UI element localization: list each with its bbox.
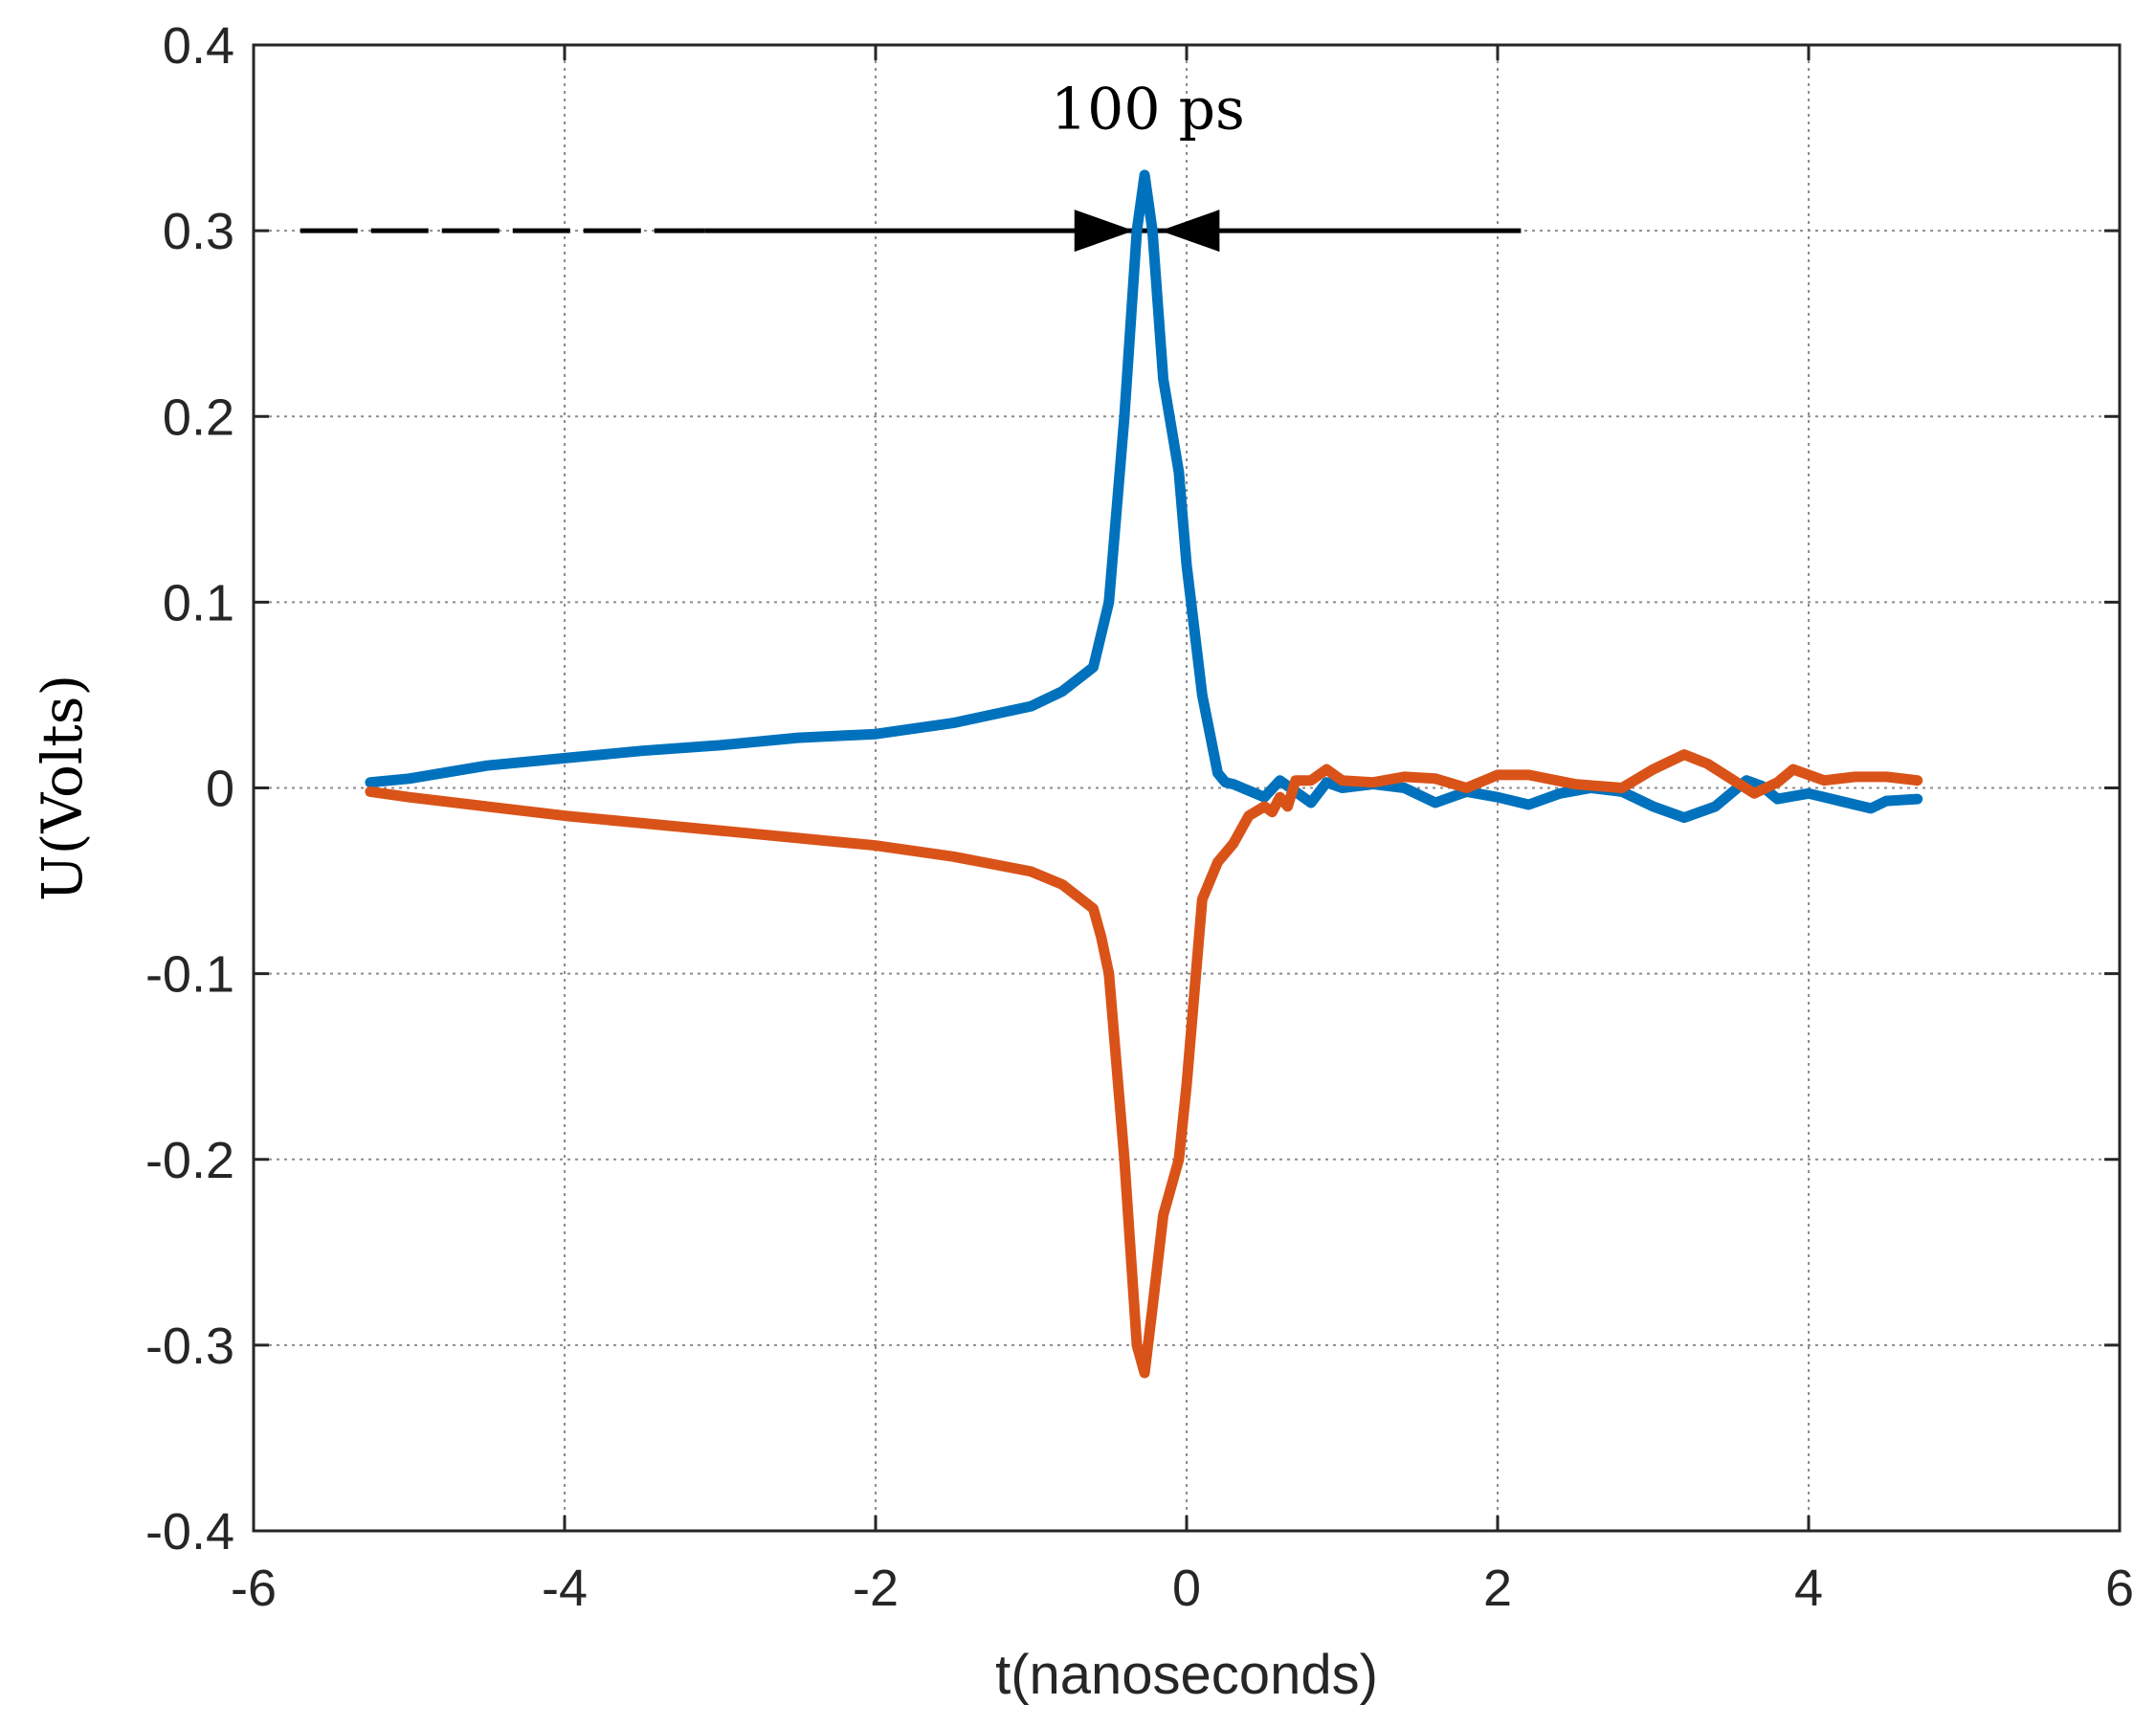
reference-layer bbox=[300, 210, 1522, 253]
y-tick-label: 0.4 bbox=[163, 17, 234, 75]
series-layer bbox=[365, 169, 1923, 1379]
annotation-label: 100 ps bbox=[1051, 76, 1245, 143]
y-tick-label: -0.2 bbox=[145, 1132, 234, 1189]
arrowhead-left bbox=[1160, 210, 1220, 253]
y-tick-label: 0.2 bbox=[163, 388, 234, 446]
y-axis-title: U(Volts) bbox=[30, 675, 95, 901]
y-tick-label: 0 bbox=[206, 761, 234, 818]
tick-layer bbox=[252, 43, 2122, 1533]
x-tick-label: -2 bbox=[853, 1560, 899, 1617]
x-tick-label: -4 bbox=[542, 1560, 588, 1617]
grid-layer bbox=[254, 45, 2120, 1531]
x-axis-title: t(nanoseconds) bbox=[995, 1644, 1378, 1706]
x-tick-label: 2 bbox=[1483, 1560, 1512, 1617]
y-tick-label: -0.3 bbox=[145, 1317, 234, 1375]
y-tick-label: 0.3 bbox=[163, 203, 234, 260]
series-line-2 bbox=[365, 749, 1923, 1379]
x-tick-labels: -6 -4 -2 0 2 4 6 bbox=[231, 1560, 2134, 1617]
x-tick-label: -6 bbox=[231, 1560, 277, 1617]
arrowhead-right bbox=[1074, 210, 1134, 253]
x-tick-label: 4 bbox=[1794, 1560, 1823, 1617]
y-tick-label: 0.1 bbox=[163, 574, 234, 631]
y-tick-label: -0.1 bbox=[145, 946, 234, 1004]
annotation-layer: 100 ps bbox=[1051, 76, 1245, 143]
x-tick-label: 0 bbox=[1172, 1560, 1201, 1617]
series-line-1 bbox=[365, 169, 1923, 824]
y-tick-label: -0.4 bbox=[145, 1503, 234, 1561]
y-tick-labels: -0.4 -0.3 -0.2 -0.1 0 0.1 0.2 0.3 0.4 bbox=[145, 17, 234, 1561]
x-tick-label: 6 bbox=[2105, 1560, 2134, 1617]
